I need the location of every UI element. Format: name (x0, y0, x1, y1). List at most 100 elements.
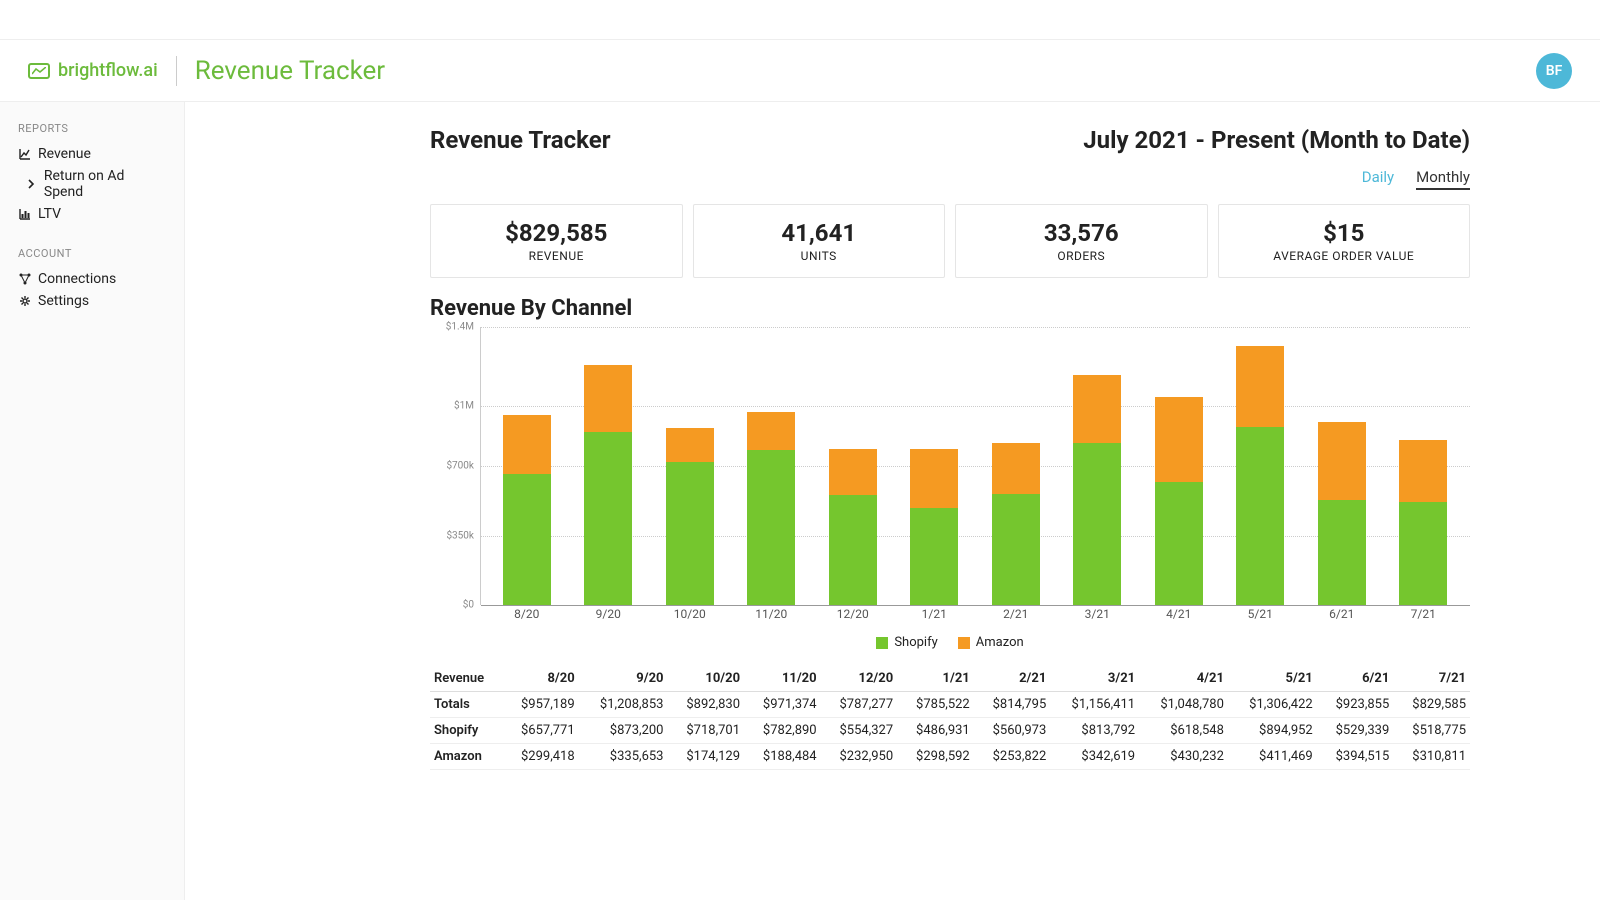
bar-segment-shopify (747, 450, 795, 605)
kpi-units: 41,641 UNITS (693, 204, 946, 278)
bar-segment-shopify (1318, 500, 1366, 605)
table-cell: $188,484 (744, 744, 821, 770)
table-cell: $529,339 (1317, 718, 1394, 744)
user-avatar[interactable]: BF (1536, 53, 1572, 89)
x-tick-label: 5/21 (1236, 607, 1284, 627)
table-header-cell: 4/21 (1139, 666, 1228, 692)
bar-segment-amazon (747, 412, 795, 449)
main-content: Revenue Tracker July 2021 - Present (Mon… (185, 102, 1600, 900)
kpi-label: REVENUE (441, 249, 672, 263)
bar-segment-shopify (992, 494, 1040, 605)
chart-bar-icon (18, 208, 32, 220)
table-cell: $718,701 (667, 718, 744, 744)
x-tick-label: 8/20 (503, 607, 551, 627)
x-tick-label: 4/21 (1155, 607, 1203, 627)
sidebar-section-account: ACCOUNT (18, 247, 166, 260)
kpi-cards: $829,585 REVENUE 41,641 UNITS 33,576 ORD… (430, 204, 1470, 278)
table-cell: $894,952 (1228, 718, 1317, 744)
bar-column[interactable] (910, 327, 958, 605)
y-tick-label: $1M (454, 401, 474, 412)
table-cell: $957,189 (502, 692, 579, 718)
granularity-tabs: Daily Monthly (430, 168, 1470, 190)
table-cell: $486,931 (897, 718, 974, 744)
date-range: July 2021 - Present (Month to Date) (1083, 126, 1470, 154)
table-cell: $1,156,411 (1050, 692, 1139, 718)
brand-logo[interactable]: brightflow.ai (28, 60, 158, 81)
bar-segment-shopify (1236, 427, 1284, 605)
kpi-value: $15 (1229, 219, 1460, 247)
legend-label: Amazon (976, 635, 1024, 650)
table-cell: $923,855 (1317, 692, 1394, 718)
table-cell: $298,592 (897, 744, 974, 770)
bar-column[interactable] (1318, 327, 1366, 605)
table-cell: $335,653 (579, 744, 668, 770)
tab-daily[interactable]: Daily (1362, 168, 1394, 190)
brand-logo-icon (28, 63, 50, 79)
sidebar-item-roas[interactable]: Return on Ad Spend (18, 165, 166, 203)
table-cell: $785,522 (897, 692, 974, 718)
chart-bars (480, 327, 1470, 605)
sidebar: REPORTS Revenue Return on Ad Spend LTV A… (0, 102, 185, 900)
table-cell: $873,200 (579, 718, 668, 744)
table-header-cell: 7/21 (1393, 666, 1470, 692)
legend-swatch-icon (876, 637, 888, 649)
bar-segment-amazon (992, 443, 1040, 493)
table-header-cell: Revenue (430, 666, 502, 692)
sidebar-item-label: Revenue (38, 146, 91, 162)
page-title: Revenue Tracker (430, 126, 611, 154)
table-cell: $892,830 (667, 692, 744, 718)
table-cell: $782,890 (744, 718, 821, 744)
brand-name: brightflow.ai (58, 60, 158, 81)
bar-column[interactable] (1073, 327, 1121, 605)
chart-legend: Shopify Amazon (430, 635, 1470, 650)
x-tick-label: 9/20 (584, 607, 632, 627)
x-tick-label: 3/21 (1073, 607, 1121, 627)
legend-amazon: Amazon (958, 635, 1024, 650)
sidebar-item-revenue[interactable]: Revenue (18, 143, 166, 165)
table-header-cell: 1/21 (897, 666, 974, 692)
bar-column[interactable] (1399, 327, 1447, 605)
table-cell: $253,822 (974, 744, 1051, 770)
bar-column[interactable] (747, 327, 795, 605)
x-tick-label: 6/21 (1318, 607, 1366, 627)
sidebar-item-connections[interactable]: Connections (18, 268, 166, 290)
tab-monthly[interactable]: Monthly (1416, 168, 1470, 190)
table-cell: $394,515 (1317, 744, 1394, 770)
chart-x-axis: 8/209/2010/2011/2012/201/212/213/214/215… (480, 607, 1470, 627)
browser-top-strip (0, 0, 1600, 40)
table-row-label: Totals (430, 692, 502, 718)
bar-column[interactable] (829, 327, 877, 605)
y-tick-label: $0 (463, 600, 474, 611)
table-cell: $310,811 (1393, 744, 1470, 770)
table-cell: $518,775 (1393, 718, 1470, 744)
sidebar-item-ltv[interactable]: LTV (18, 203, 166, 225)
x-tick-label: 12/20 (829, 607, 877, 627)
kpi-label: UNITS (704, 249, 935, 263)
legend-shopify: Shopify (876, 635, 937, 650)
bar-column[interactable] (992, 327, 1040, 605)
table-row: Totals$957,189$1,208,853$892,830$971,374… (430, 692, 1470, 718)
x-tick-label: 1/21 (910, 607, 958, 627)
app-title: Revenue Tracker (195, 56, 385, 86)
bar-column[interactable] (503, 327, 551, 605)
bar-segment-amazon (910, 449, 958, 508)
table-cell: $232,950 (821, 744, 898, 770)
bar-segment-shopify (910, 508, 958, 605)
table-cell: $1,306,422 (1228, 692, 1317, 718)
table-row: Amazon$299,418$335,653$174,129$188,484$2… (430, 744, 1470, 770)
sidebar-item-label: Connections (38, 271, 116, 287)
bar-column[interactable] (584, 327, 632, 605)
bar-segment-shopify (1155, 482, 1203, 605)
bar-column[interactable] (1155, 327, 1203, 605)
table-cell: $971,374 (744, 692, 821, 718)
bar-column[interactable] (1236, 327, 1284, 605)
bar-column[interactable] (666, 327, 714, 605)
table-cell: $829,585 (1393, 692, 1470, 718)
table-header-cell: 5/21 (1228, 666, 1317, 692)
table-cell: $657,771 (502, 718, 579, 744)
table-cell: $787,277 (821, 692, 898, 718)
bar-segment-shopify (584, 432, 632, 605)
sidebar-item-settings[interactable]: Settings (18, 290, 166, 312)
table-header-cell: 6/21 (1317, 666, 1394, 692)
kpi-aov: $15 AVERAGE ORDER VALUE (1218, 204, 1471, 278)
